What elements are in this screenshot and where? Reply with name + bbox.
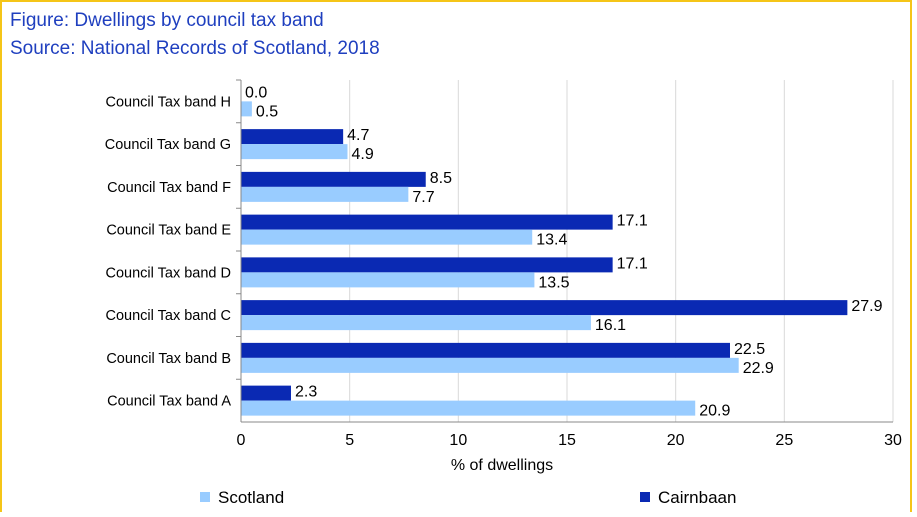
category-label: Council Tax band C bbox=[106, 308, 231, 324]
bar-cairnbaan bbox=[241, 342, 730, 358]
figure-title: Figure: Dwellings by council tax band bbox=[10, 10, 324, 31]
data-label-cairnbaan: 27.9 bbox=[851, 298, 882, 315]
category-label: Council Tax band G bbox=[105, 137, 231, 153]
x-tick-label: 30 bbox=[884, 432, 902, 449]
bar-scotland bbox=[241, 186, 409, 202]
bar-cairnbaan bbox=[241, 214, 613, 230]
data-label-cairnbaan: 4.7 bbox=[347, 127, 369, 144]
axes: 0 5 10 15 20 25 30 Council Tax band H Council Ta… bbox=[105, 79, 902, 449]
data-label-scotland: 7.7 bbox=[412, 189, 434, 206]
data-label-scotland: 0.5 bbox=[256, 103, 278, 120]
bar-scotland bbox=[241, 315, 591, 331]
bar-cairnbaan bbox=[241, 257, 613, 273]
x-tick-label: 5 bbox=[345, 432, 354, 449]
bar-cairnbaan bbox=[241, 171, 426, 187]
bars bbox=[241, 101, 848, 416]
bar-cairnbaan bbox=[241, 385, 291, 401]
data-label-scotland: 13.4 bbox=[536, 232, 567, 249]
data-label-scotland: 4.9 bbox=[351, 146, 373, 163]
data-label-cairnbaan: 17.1 bbox=[617, 213, 648, 230]
bar-cairnbaan bbox=[241, 300, 848, 316]
legend-swatch-cairnbaan bbox=[640, 492, 650, 502]
category-label: Council Tax band A bbox=[107, 394, 231, 410]
bar-scotland bbox=[241, 357, 739, 373]
x-tick-label: 0 bbox=[237, 432, 246, 449]
legend-label-scotland: Scotland bbox=[218, 488, 284, 507]
x-tick-label: 15 bbox=[558, 432, 576, 449]
x-tick-label: 25 bbox=[775, 432, 793, 449]
data-label-cairnbaan: 0.0 bbox=[245, 84, 267, 101]
data-label-scotland: 13.5 bbox=[538, 274, 569, 291]
legend-swatch-scotland bbox=[200, 492, 210, 502]
data-label-scotland: 22.9 bbox=[743, 360, 774, 377]
category-label: Council Tax band H bbox=[106, 94, 231, 110]
data-label-scotland: 16.1 bbox=[595, 317, 626, 334]
category-label: Council Tax band F bbox=[107, 180, 231, 196]
x-tick-label: 20 bbox=[667, 432, 685, 449]
category-label: Council Tax band E bbox=[106, 223, 231, 239]
bar-scotland bbox=[241, 272, 535, 288]
bar-scotland bbox=[241, 229, 533, 245]
data-label-scotland: 20.9 bbox=[699, 403, 730, 420]
legend-label-cairnbaan: Cairnbaan bbox=[658, 488, 736, 507]
bar-scotland bbox=[241, 101, 252, 117]
data-label-cairnbaan: 17.1 bbox=[617, 255, 648, 272]
bar-scotland bbox=[241, 144, 348, 160]
figure-source: Source: National Records of Scotland, 20… bbox=[10, 38, 380, 59]
data-label-cairnbaan: 2.3 bbox=[295, 384, 317, 401]
data-label-cairnbaan: 22.5 bbox=[734, 341, 765, 358]
data-label-cairnbaan: 8.5 bbox=[430, 170, 452, 187]
bar-scotland bbox=[241, 400, 696, 416]
category-label: Council Tax band D bbox=[106, 265, 231, 281]
data-labels: 0.0 0.5 4.7 4.9 8.5 7.7 17.1 13.4 17.1 13.5 27.9 16… bbox=[245, 84, 883, 419]
category-label: Council Tax band B bbox=[106, 351, 231, 367]
legend: Scotland Cairnbaan bbox=[200, 488, 736, 507]
bar-cairnbaan bbox=[241, 129, 344, 145]
x-axis-title: % of dwellings bbox=[451, 457, 553, 474]
x-tick-label: 10 bbox=[449, 432, 467, 449]
